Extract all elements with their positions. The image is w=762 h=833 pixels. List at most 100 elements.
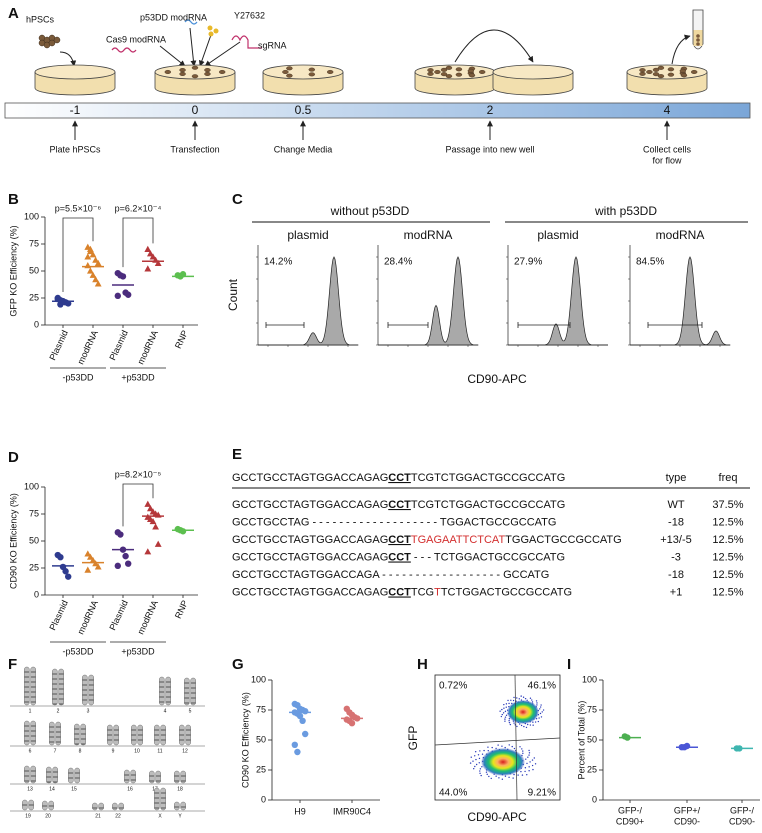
data-point xyxy=(302,730,309,738)
data-point xyxy=(84,550,92,557)
dish-top xyxy=(34,64,116,80)
y-tick-label: 100 xyxy=(251,674,266,684)
panel-label: B xyxy=(8,191,19,208)
event-dot xyxy=(481,753,484,755)
allele-freq: 12.5% xyxy=(712,569,743,581)
allele-type: WT xyxy=(667,499,684,511)
y-tick-label: 25 xyxy=(587,764,597,774)
cell xyxy=(696,42,700,46)
chromosome xyxy=(24,666,30,706)
chromosome xyxy=(24,720,30,746)
event-dot xyxy=(538,717,540,719)
event-dot xyxy=(517,774,519,776)
chromosome xyxy=(174,801,180,811)
event-dot xyxy=(473,767,475,770)
data-point xyxy=(147,505,154,512)
chromosome xyxy=(30,666,36,706)
data-point xyxy=(147,250,154,257)
sequence-segment: - - - TCTGGACTGCCGCCATG xyxy=(411,551,565,563)
quadrant-percent: 0.72% xyxy=(439,681,467,692)
sequence-segment: TCGTCTGGACTGCCGCCATG xyxy=(411,472,565,484)
gate-percent: 28.4% xyxy=(384,257,412,268)
event-dot xyxy=(527,756,529,758)
dish xyxy=(154,64,236,96)
data-point xyxy=(149,517,157,525)
step-label: Collect cells xyxy=(643,144,692,154)
event-dot xyxy=(486,773,488,776)
cell xyxy=(639,68,646,73)
data-point xyxy=(84,253,92,260)
data-point xyxy=(296,712,304,720)
x-tick-label: RNP xyxy=(173,329,190,350)
event-dot xyxy=(488,775,490,778)
chromosome-label: 6 xyxy=(29,748,32,754)
panel-label: E xyxy=(232,446,242,463)
gate-percent: 27.9% xyxy=(514,257,542,268)
sequence-segment: T xyxy=(434,586,441,598)
cell xyxy=(282,70,289,75)
sequence-segment: GCCTGCCTAGTGGACCAGAG xyxy=(232,472,388,484)
event-dot xyxy=(535,700,538,702)
data-point xyxy=(294,748,301,756)
chromosome-label: 8 xyxy=(79,748,82,754)
chromosome xyxy=(165,676,171,706)
reagent-arrow xyxy=(204,41,241,67)
allele-sequence: GCCTGCCTAGTGGACCAGA - - - - - - - - - - … xyxy=(232,569,549,581)
event-dot xyxy=(472,760,474,762)
event-dot xyxy=(501,708,503,711)
event-dot xyxy=(469,762,472,764)
chromosome xyxy=(58,668,64,706)
group-label: -p53DD xyxy=(62,372,94,382)
y-tick-label: 25 xyxy=(256,764,266,774)
sequence-segment: TGGACTGCCGCCATG xyxy=(505,534,622,546)
event-dot xyxy=(539,712,542,715)
event-dot xyxy=(529,724,532,726)
sequence-segment: GCCTGCCTAGTGGACCAGAG xyxy=(232,499,388,511)
allele-freq: 12.5% xyxy=(712,516,743,528)
chromosome xyxy=(184,677,190,706)
event-dot xyxy=(508,719,510,722)
data-point xyxy=(348,720,356,727)
x-tick-label: modRNA xyxy=(135,329,159,366)
data-point xyxy=(125,291,132,298)
event-dot xyxy=(534,763,537,765)
event-dot xyxy=(529,697,532,699)
data-point xyxy=(179,528,187,535)
x-tick-label: modRNA xyxy=(75,329,99,366)
chromosome-label: 19 xyxy=(25,813,31,819)
event-dot xyxy=(508,721,511,724)
material-label: sgRNA xyxy=(258,40,287,50)
chromosome-label: 13 xyxy=(27,786,33,792)
event-dot xyxy=(522,752,524,755)
event-dot xyxy=(524,697,527,700)
chromosome xyxy=(154,787,160,811)
data-point xyxy=(94,280,102,287)
chromosome xyxy=(92,802,98,811)
panel-label: I xyxy=(567,656,571,673)
cell xyxy=(455,67,463,72)
event-dot xyxy=(503,707,505,709)
allele-freq: 12.5% xyxy=(712,586,743,598)
sequence-segment: TCTGGACTGCCGCCATG xyxy=(441,586,572,598)
sequence-segment: CCT xyxy=(388,534,411,546)
cell xyxy=(479,69,486,74)
data-point xyxy=(94,563,102,570)
event-dot xyxy=(501,713,503,716)
tube-liquid xyxy=(693,30,703,46)
sample-label: modRNA xyxy=(404,228,453,242)
event-dot xyxy=(513,773,515,776)
data-point xyxy=(65,573,72,580)
event-dot xyxy=(474,765,476,768)
event-dot xyxy=(529,761,531,763)
data-point xyxy=(149,253,157,260)
event-dot xyxy=(487,750,489,752)
gate xyxy=(265,322,305,328)
x-tick-label: GFP-/ xyxy=(618,805,642,815)
cell xyxy=(667,72,675,77)
data-point xyxy=(92,256,99,263)
y-tick-label: 25 xyxy=(29,292,39,302)
step-label: Transfection xyxy=(170,144,219,154)
material-label: Y27632 xyxy=(234,10,265,20)
chromosome xyxy=(124,769,130,784)
event-dot xyxy=(536,704,538,706)
